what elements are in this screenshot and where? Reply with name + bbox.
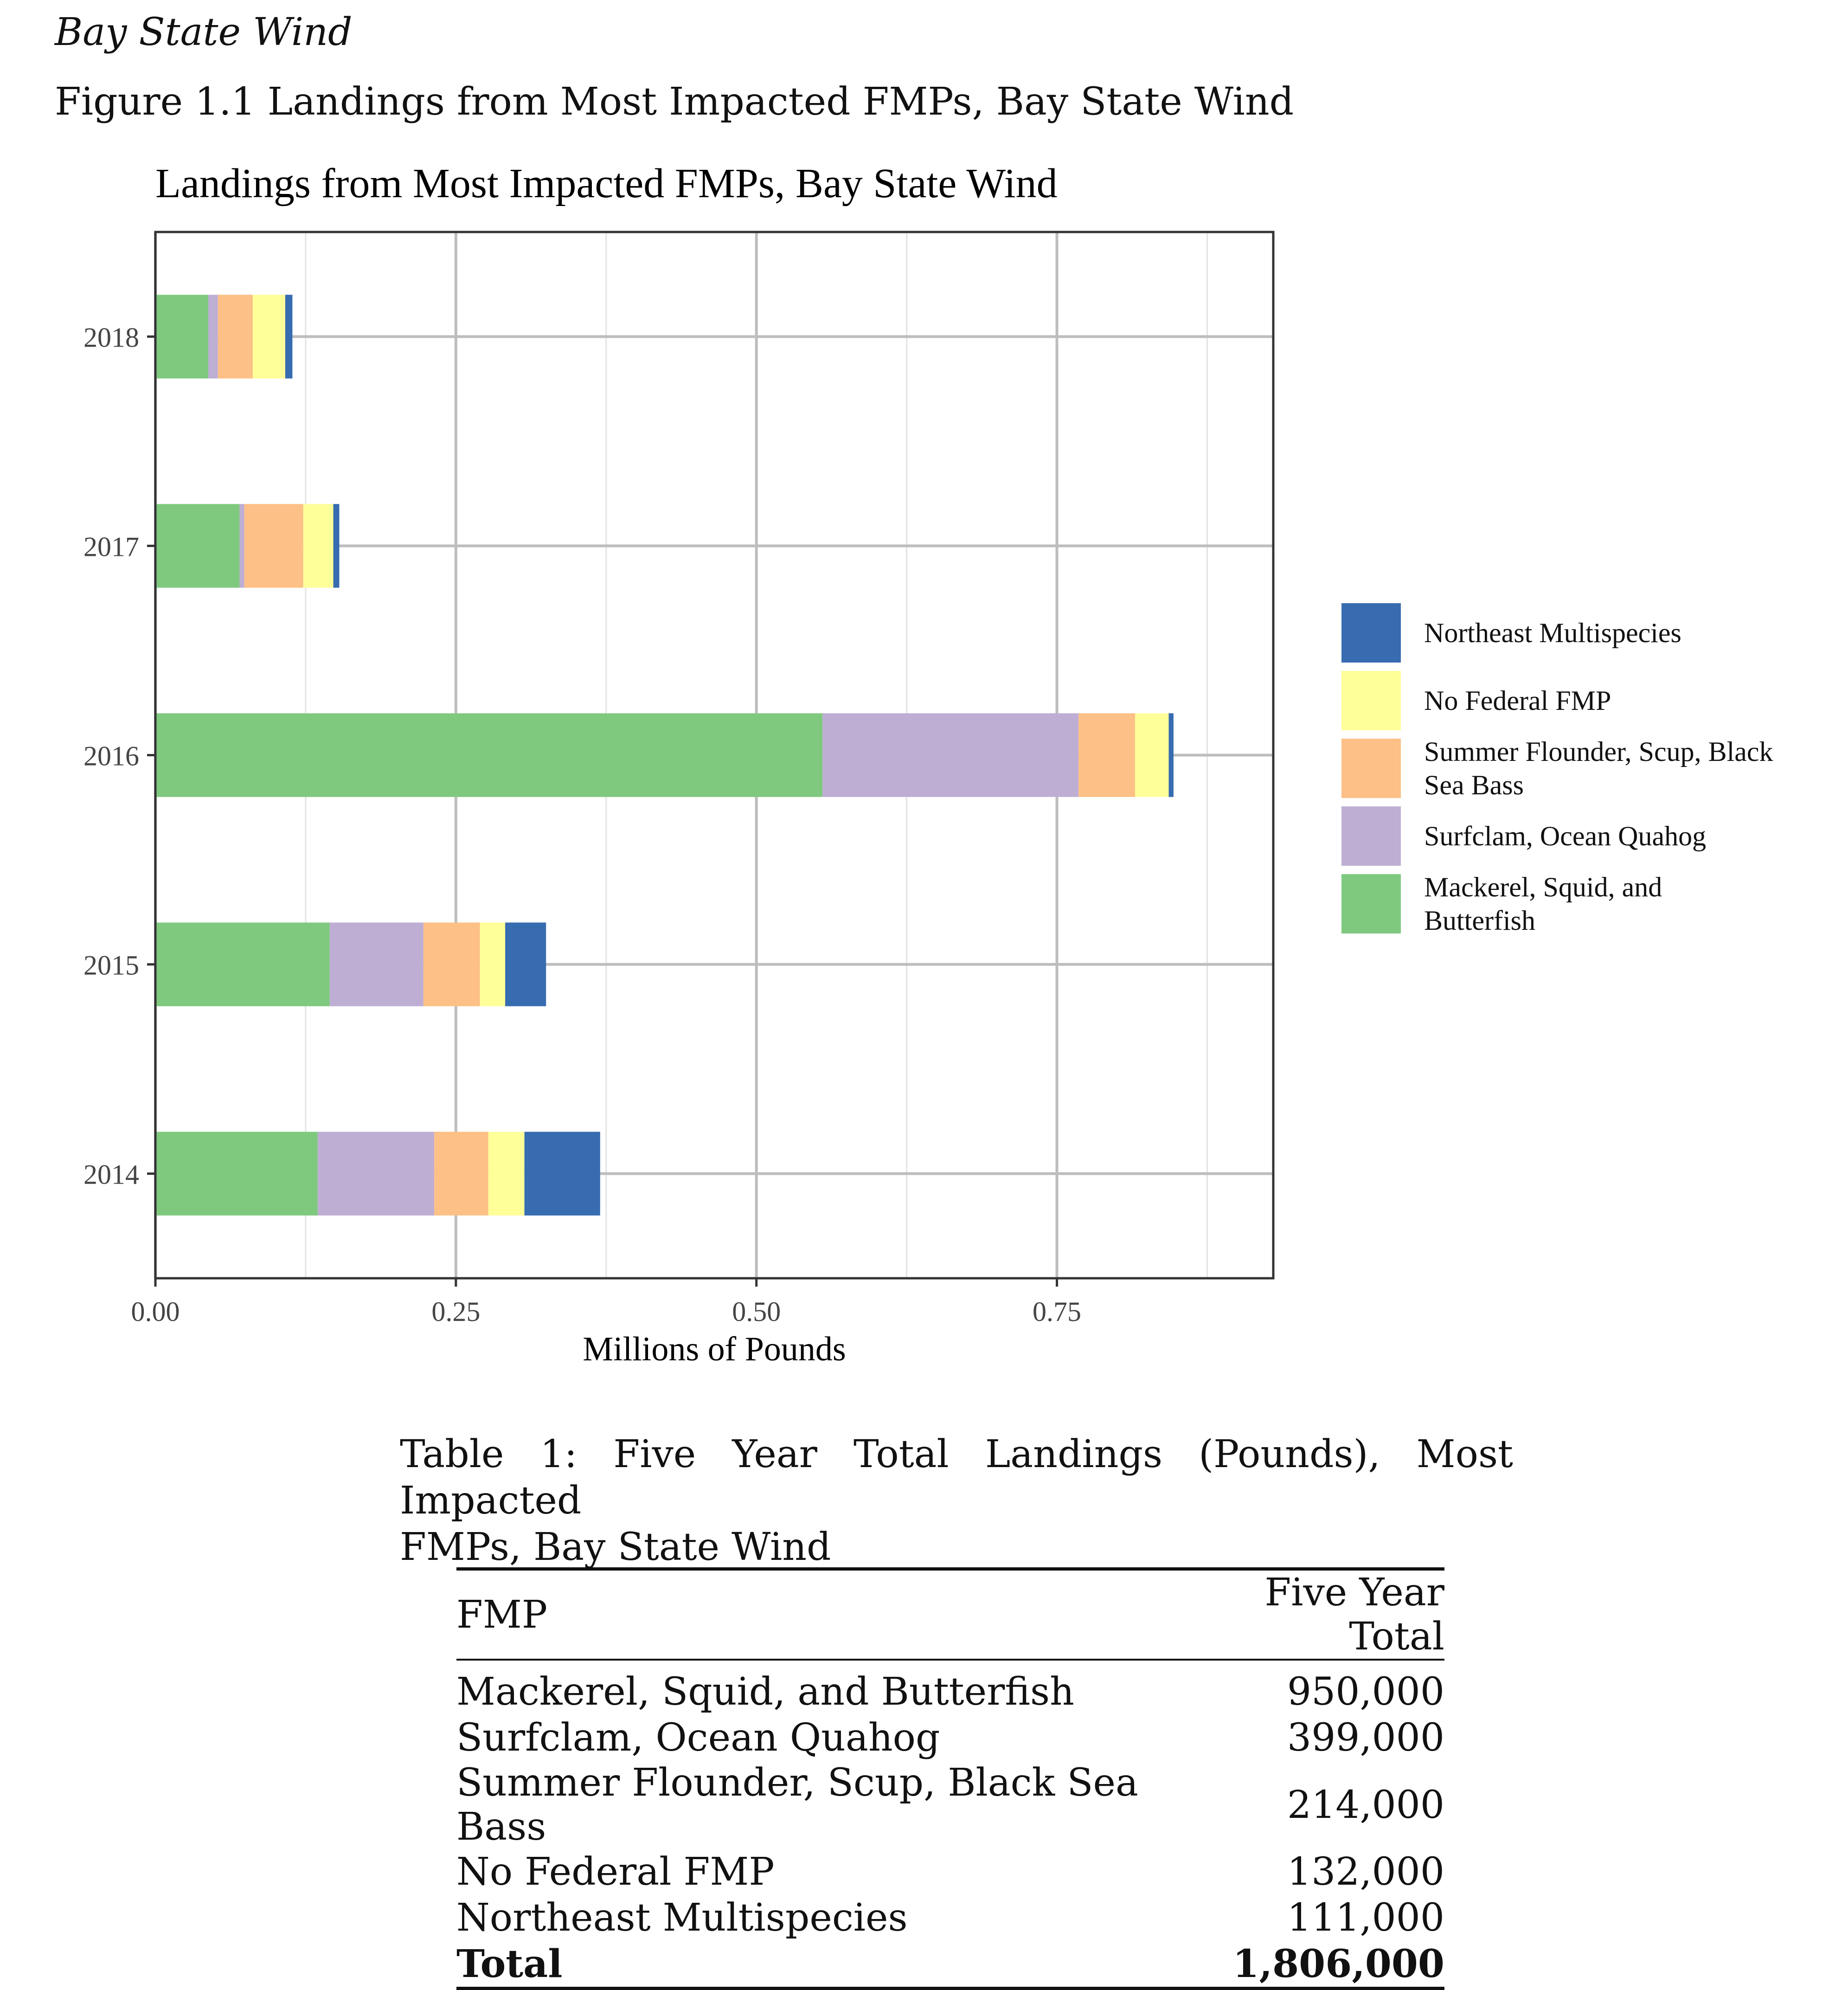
table-row: Surfclam, Ocean Quahog 399,000 — [456, 1715, 1444, 1761]
bar-segment — [434, 1132, 488, 1216]
bar-segment — [1168, 713, 1174, 797]
axes: 2014 2015 2016 2017 2018 0.00 0.25 0.50 0.75 — [83, 322, 1081, 1327]
total-cell: 111,000 — [1287, 1896, 1444, 1940]
legend-label: Summer Flounder, Scup, Black Sea Bass — [1424, 736, 1773, 800]
bar-segment — [822, 713, 1079, 797]
bar-segment — [480, 922, 506, 1006]
total-label-cell: Total — [456, 1941, 563, 1986]
running-header: Bay State Wind — [55, 10, 353, 54]
table-row: Summer Flounder, Scup, Black Sea Bass 21… — [456, 1761, 1444, 1849]
x-tick-label: 0.00 — [131, 1296, 180, 1327]
table-row: Northeast Multispecies 111,000 — [456, 1895, 1444, 1941]
grand-total-cell: 1,806,000 — [1232, 1941, 1445, 1986]
x-tick-label: 0.50 — [732, 1296, 781, 1327]
bar-segment — [155, 1132, 318, 1216]
bar-segment — [208, 295, 218, 379]
x-tick-label: 0.75 — [1033, 1296, 1081, 1327]
bar-segment — [317, 1132, 435, 1216]
column-header-five-year-total: Five Year Total — [1264, 1571, 1444, 1659]
bar-segment — [155, 295, 209, 379]
bar-segment — [488, 1132, 525, 1216]
fmp-cell: Surfclam, Ocean Quahog — [456, 1716, 940, 1760]
bars — [155, 295, 1174, 1216]
legend-label-line: Surfclam, Ocean Quahog — [1424, 821, 1706, 851]
x-axis-title: Millions of Pounds — [583, 1330, 846, 1368]
table-row: Mackerel, Squid, and Butterfish 950,000 — [456, 1660, 1444, 1715]
legend-label-line: Northeast Multispecies — [1424, 618, 1681, 648]
fmp-cell: Summer Flounder, Scup, Black Sea Bass — [456, 1761, 1138, 1849]
bar-segment — [218, 295, 253, 379]
legend-label: No Federal FMP — [1424, 685, 1611, 716]
bar-segment — [155, 504, 240, 588]
total-cell: 399,000 — [1287, 1716, 1444, 1760]
y-tick-label: 2014 — [83, 1159, 139, 1190]
fmp-cell: Mackerel, Squid, and Butterfish — [456, 1670, 1074, 1714]
total-cell: 214,000 — [1287, 1783, 1444, 1827]
x-tick-label: 0.25 — [431, 1296, 480, 1327]
legend: Northeast Multispecies No Federal FMP Summ… — [1341, 603, 1773, 936]
table-caption: Table 1: Five Year Total Landings (Pound… — [400, 1431, 1513, 1571]
y-tick-label: 2015 — [83, 950, 139, 981]
bar-segment — [303, 504, 334, 588]
bar-segment — [285, 295, 293, 379]
bar-segment — [333, 504, 340, 588]
bar-segment — [239, 504, 244, 588]
bar-segment — [329, 922, 424, 1006]
legend-key — [1341, 874, 1401, 934]
legend-label: Surfclam, Ocean Quahog — [1424, 821, 1706, 851]
table-caption-line-2: FMPs, Bay State Wind — [400, 1525, 831, 1569]
bar-segment — [155, 713, 823, 797]
y-tick-label: 2016 — [83, 741, 139, 772]
five-year-totals-table: FMP Five Year Total Mackerel, Squid, and… — [456, 1567, 1444, 1990]
legend-label-line: No Federal FMP — [1424, 685, 1611, 716]
legend-label: Mackerel, Squid, and Butterfish — [1424, 872, 1662, 936]
bar-segment — [252, 295, 285, 379]
figure-caption: Figure 1.1 Landings from Most Impacted F… — [55, 80, 1294, 124]
bar-segment — [1078, 713, 1135, 797]
bar-segment — [1135, 713, 1169, 797]
legend-key — [1341, 739, 1401, 798]
legend-key — [1341, 806, 1401, 866]
fmp-cell: Northeast Multispecies — [456, 1896, 908, 1940]
table-row: No Federal FMP 132,000 — [456, 1849, 1444, 1895]
column-header-fmp: FMP — [456, 1592, 548, 1637]
total-cell: 132,000 — [1287, 1850, 1444, 1894]
stacked-bar-chart: Landings from Most Impacted FMPs, Bay St… — [83, 161, 1773, 1368]
legend-key — [1341, 671, 1401, 730]
legend-key — [1341, 603, 1401, 663]
table-caption-line-1: Table 1: Five Year Total Landings (Pound… — [400, 1432, 1513, 1523]
legend-label-line: Sea Bass — [1424, 770, 1524, 800]
legend-label: Northeast Multispecies — [1424, 618, 1681, 648]
y-tick-label: 2018 — [83, 322, 139, 353]
legend-label-line: Mackerel, Squid, and — [1424, 872, 1662, 902]
y-tick-label: 2017 — [83, 532, 139, 562]
table-total-row: Total 1,806,000 — [456, 1941, 1444, 1989]
fmp-cell: No Federal FMP — [456, 1850, 775, 1894]
total-cell: 950,000 — [1287, 1670, 1444, 1714]
legend-label-line: Summer Flounder, Scup, Black — [1424, 736, 1773, 767]
bar-segment — [524, 1132, 600, 1216]
bar-segment — [244, 504, 303, 588]
table-header-row: FMP Five Year Total — [456, 1569, 1444, 1660]
bar-segment — [423, 922, 480, 1006]
legend-label-line: Butterfish — [1424, 905, 1535, 936]
chart-title: Landings from Most Impacted FMPs, Bay St… — [155, 161, 1058, 206]
bar-segment — [505, 922, 546, 1006]
bar-segment — [155, 922, 330, 1006]
